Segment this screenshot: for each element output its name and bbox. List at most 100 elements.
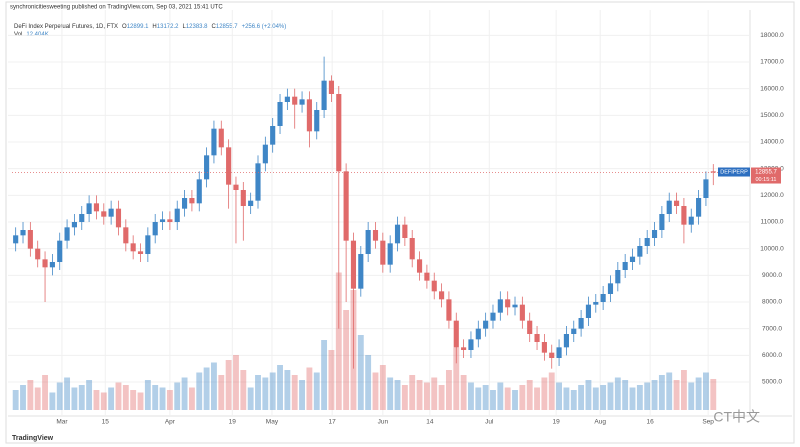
- volume-bar: [710, 378, 717, 410]
- legend-line: DeFi Index Perpetual Futures, 1D, FTX O12…: [14, 24, 286, 30]
- volume-bar: [56, 382, 63, 410]
- volume-bar: [343, 310, 350, 410]
- candle-body: [681, 206, 687, 225]
- volume-bar: [636, 385, 643, 410]
- x-tick-label: 14: [426, 419, 434, 426]
- y-tick-label: 8000.0: [762, 299, 782, 306]
- candle-body: [270, 126, 276, 145]
- candle-body: [431, 280, 437, 292]
- candle-body: [314, 110, 320, 132]
- x-tick-label: Jun: [378, 419, 389, 426]
- volume-bar: [673, 380, 680, 410]
- candle-body: [629, 256, 636, 262]
- candle-body: [446, 299, 452, 321]
- volume-bar: [556, 382, 563, 410]
- volume-value: 12.404K: [26, 32, 48, 38]
- price-label: 12855.7: [755, 170, 777, 176]
- x-tick-label: Sep: [702, 419, 714, 426]
- candle-body: [343, 171, 349, 241]
- footer-logo: TradingView: [12, 435, 54, 442]
- candle-body: [585, 304, 592, 318]
- y-tick-label: 17000.0: [760, 59, 784, 66]
- candle-body: [115, 208, 122, 228]
- volume-bar: [240, 370, 247, 410]
- candle-body: [666, 200, 672, 214]
- x-tick-label: 19: [553, 419, 561, 426]
- candle-body: [255, 163, 261, 201]
- candle-body: [571, 328, 577, 334]
- volume-bar: [34, 387, 41, 410]
- y-tick-label: 6000.0: [762, 352, 782, 359]
- candle-body: [607, 283, 614, 294]
- candle-body: [380, 240, 386, 265]
- volume-bar: [460, 375, 467, 410]
- volume-bar: [166, 390, 173, 410]
- candle-body: [108, 208, 114, 217]
- volume-bar: [585, 380, 592, 410]
- volume-bar: [93, 390, 100, 410]
- candle-body: [328, 80, 335, 94]
- x-tick-label: May: [266, 419, 279, 426]
- legend-change: +256.6 (+2.04%): [242, 24, 287, 30]
- candle-body: [152, 222, 158, 236]
- candle-body: [556, 347, 562, 358]
- volume-bar: [64, 377, 71, 410]
- candle-body: [505, 299, 511, 308]
- volume-bar: [387, 377, 394, 410]
- volume-bar: [49, 392, 56, 410]
- volume-bar: [357, 335, 364, 410]
- volume-bar: [174, 382, 181, 410]
- candle-body: [490, 312, 496, 321]
- volume-bar: [607, 382, 614, 410]
- volume-bar: [423, 382, 430, 410]
- volume-bar: [321, 340, 328, 410]
- x-tick-label: 17: [329, 419, 337, 426]
- volume-bar: [401, 385, 408, 410]
- y-tick-label: 14000.0: [760, 139, 784, 146]
- legend-value: 13172.2: [157, 24, 179, 30]
- volume-bar: [680, 370, 687, 410]
- candle-body: [365, 230, 371, 254]
- legend-key: C: [212, 24, 217, 30]
- volume-bar: [570, 390, 577, 410]
- x-tick-label: 19: [229, 419, 237, 426]
- volume-bar: [247, 387, 254, 410]
- candle-body: [475, 328, 481, 340]
- candle-body: [64, 227, 70, 241]
- y-tick-label: 15000.0: [760, 112, 784, 119]
- candle-body: [196, 179, 202, 204]
- volume-bar: [431, 377, 438, 410]
- candle-body: [527, 320, 533, 334]
- volume-bar: [20, 385, 26, 410]
- x-tick-label: Apr: [165, 419, 176, 426]
- volume-bar: [306, 367, 313, 410]
- legend-value: 12855.7: [216, 24, 238, 30]
- volume-bar: [548, 372, 555, 410]
- volume-bar: [71, 387, 78, 410]
- volume-bar: [328, 350, 335, 410]
- candle-body: [306, 99, 312, 132]
- y-tick-label: 10000.0: [760, 245, 784, 252]
- volume-bar: [262, 377, 269, 410]
- volume-bar: [409, 375, 416, 410]
- candle-body: [27, 230, 33, 249]
- y-tick-label: 16000.0: [760, 85, 784, 92]
- candle-body: [13, 235, 19, 244]
- candle-body: [137, 251, 144, 254]
- price-badge: [751, 167, 781, 184]
- volume-bar: [269, 372, 276, 410]
- candle-body: [710, 171, 716, 173]
- candle-body: [321, 80, 327, 110]
- candle-body: [409, 238, 415, 260]
- symbol-badge: [718, 167, 750, 177]
- candle-body: [240, 190, 246, 206]
- candle-body: [226, 147, 232, 185]
- volume-bar: [614, 377, 621, 410]
- x-tick-label: Mar: [56, 419, 68, 426]
- candle-body: [145, 235, 151, 254]
- candle-body: [174, 208, 180, 222]
- candle-body: [534, 334, 540, 342]
- volume-bar: [695, 377, 702, 410]
- volume-bar: [137, 392, 144, 410]
- volume-bar: [622, 380, 629, 410]
